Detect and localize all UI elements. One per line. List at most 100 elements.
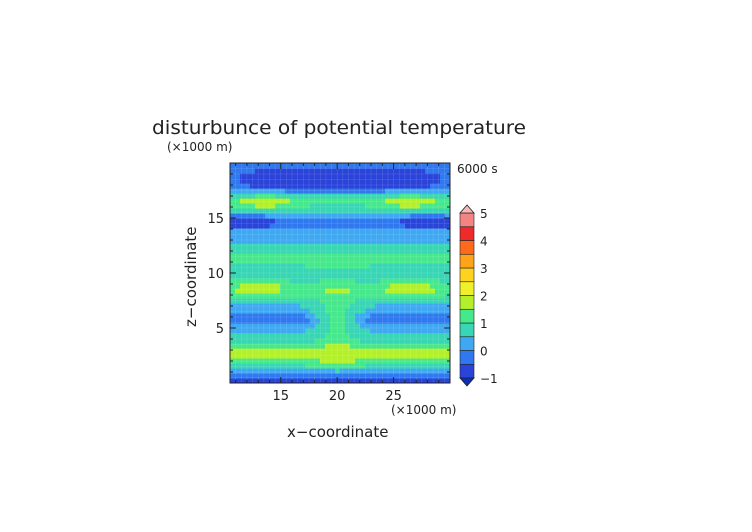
- contour-cell: [430, 348, 436, 354]
- contour-cell: [410, 343, 416, 349]
- contour-cell: [250, 298, 256, 304]
- contour-cell: [345, 348, 351, 354]
- contour-cell: [235, 223, 241, 229]
- contour-cell: [330, 373, 336, 379]
- contour-cell: [275, 298, 281, 304]
- contour-cell: [440, 358, 446, 364]
- contour-cell: [295, 188, 301, 194]
- contour-cell: [380, 338, 386, 344]
- contour-cell: [390, 258, 396, 264]
- contour-cell: [390, 163, 396, 169]
- contour-cell: [275, 263, 281, 269]
- contour-cell: [385, 343, 391, 349]
- contour-cell: [235, 203, 241, 209]
- contour-cell: [260, 338, 266, 344]
- contour-cell: [370, 323, 376, 329]
- contour-cell: [400, 178, 406, 184]
- contour-cell: [285, 338, 291, 344]
- contour-cell: [325, 323, 331, 329]
- contour-cell: [430, 238, 436, 244]
- contour-cell: [365, 258, 371, 264]
- contour-cell: [305, 168, 311, 174]
- contour-cell: [400, 338, 406, 344]
- contour-cell: [390, 188, 396, 194]
- contour-cell: [355, 303, 361, 309]
- contour-cell: [260, 238, 266, 244]
- contour-cell: [290, 318, 296, 324]
- contour-cell: [435, 218, 441, 224]
- contour-cell: [310, 298, 316, 304]
- contour-cell: [305, 328, 311, 334]
- contour-cell: [445, 213, 450, 219]
- contour-cell: [295, 338, 301, 344]
- contour-cell: [365, 313, 371, 319]
- contour-cell: [255, 208, 261, 214]
- contour-cell: [235, 243, 241, 249]
- contour-cell: [420, 233, 426, 239]
- contour-cell: [310, 213, 316, 219]
- contour-cell: [300, 348, 306, 354]
- contour-cell: [320, 293, 326, 299]
- contour-cell: [405, 328, 411, 334]
- contour-cell: [385, 318, 391, 324]
- contour-cell: [255, 358, 261, 364]
- contour-cell: [395, 293, 401, 299]
- contour-cell: [375, 353, 381, 359]
- contour-cell: [395, 288, 401, 294]
- contour-cell: [445, 343, 450, 349]
- contour-cell: [340, 328, 346, 334]
- contour-cell: [355, 373, 361, 379]
- contour-cell: [240, 173, 246, 179]
- contour-cell: [405, 248, 411, 254]
- contour-cell: [435, 313, 441, 319]
- contour-cell: [370, 303, 376, 309]
- contour-cell: [230, 363, 236, 369]
- contour-cell: [280, 223, 286, 229]
- contour-cell: [360, 318, 366, 324]
- contour-cell: [335, 353, 341, 359]
- contour-cell: [360, 183, 366, 189]
- contour-cell: [335, 208, 341, 214]
- contour-cell: [425, 178, 431, 184]
- contour-cell: [320, 238, 326, 244]
- contour-cell: [405, 378, 411, 383]
- contour-cell: [415, 193, 421, 199]
- contour-cell: [345, 258, 351, 264]
- colorbar-segment: [459, 295, 475, 310]
- contour-cell: [440, 168, 446, 174]
- contour-cell: [325, 333, 331, 339]
- contour-cell: [320, 268, 326, 274]
- contour-cell: [280, 213, 286, 219]
- contour-cell: [395, 168, 401, 174]
- contour-cell: [295, 183, 301, 189]
- contour-cell: [375, 273, 381, 279]
- contour-cell: [305, 308, 311, 314]
- contour-cell: [370, 298, 376, 304]
- contour-cell: [250, 263, 256, 269]
- contour-cell: [345, 223, 351, 229]
- contour-cell: [360, 173, 366, 179]
- contour-cell: [435, 228, 441, 234]
- contour-cell: [330, 223, 336, 229]
- contour-cell: [265, 273, 271, 279]
- contour-cell: [315, 378, 321, 383]
- contour-cell: [320, 213, 326, 219]
- contour-cell: [335, 308, 341, 314]
- contour-cell: [275, 198, 281, 204]
- contour-cell: [375, 293, 381, 299]
- contour-cell: [425, 228, 431, 234]
- contour-cell: [380, 293, 386, 299]
- contour-cell: [310, 233, 316, 239]
- contour-cell: [430, 373, 436, 379]
- contour-cell: [345, 268, 351, 274]
- contour-cell: [390, 328, 396, 334]
- contour-cell: [405, 353, 411, 359]
- contour-cell: [395, 353, 401, 359]
- contour-cell: [420, 213, 426, 219]
- contour-cell: [265, 228, 271, 234]
- contour-cell: [390, 278, 396, 284]
- contour-cell: [445, 313, 450, 319]
- contour-cell: [360, 233, 366, 239]
- y-tick-label: 15: [207, 212, 224, 227]
- contour-cell: [395, 273, 401, 279]
